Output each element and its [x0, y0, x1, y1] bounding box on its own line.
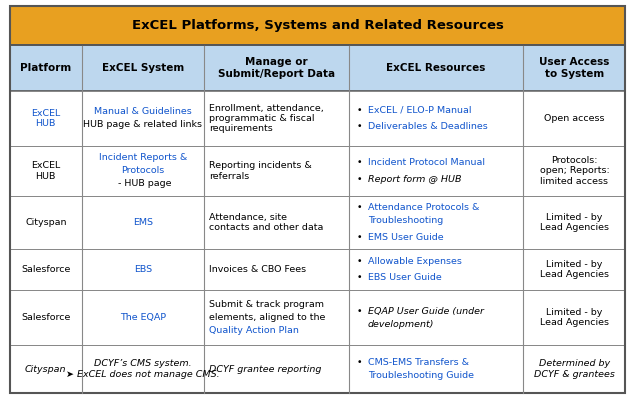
- Text: Limited - by
Lead Agencies: Limited - by Lead Agencies: [540, 213, 609, 232]
- FancyBboxPatch shape: [10, 290, 625, 345]
- Text: •: •: [356, 122, 362, 131]
- Text: •: •: [356, 203, 362, 212]
- Text: ExCEL / ELO-P Manual: ExCEL / ELO-P Manual: [368, 106, 471, 115]
- Text: - HUB page: - HUB page: [115, 180, 171, 188]
- Text: EMS User Guide: EMS User Guide: [368, 233, 443, 242]
- Text: Attendance Protocols &: Attendance Protocols &: [368, 203, 479, 212]
- Text: •: •: [356, 175, 362, 184]
- Text: DCYF grantee reporting: DCYF grantee reporting: [209, 365, 321, 373]
- FancyBboxPatch shape: [10, 196, 625, 249]
- Text: Open access: Open access: [544, 114, 605, 123]
- Text: ExCEL
HUB: ExCEL HUB: [31, 109, 60, 128]
- Text: Cityspan: Cityspan: [25, 365, 67, 373]
- Text: Manual & Guidelines: Manual & Guidelines: [94, 107, 192, 117]
- Text: Invoices & CBO Fees: Invoices & CBO Fees: [209, 265, 306, 274]
- Text: Deliverables & Deadlines: Deliverables & Deadlines: [368, 122, 488, 131]
- FancyBboxPatch shape: [10, 6, 625, 45]
- Text: Protocols: Protocols: [121, 166, 164, 176]
- Text: ExCEL Platforms, Systems and Related Resources: ExCEL Platforms, Systems and Related Res…: [131, 19, 504, 32]
- Text: Report form @ HUB: Report form @ HUB: [368, 175, 462, 184]
- Text: Attendance, site
contacts and other data: Attendance, site contacts and other data: [209, 213, 323, 232]
- Text: Allowable Expenses: Allowable Expenses: [368, 257, 462, 266]
- Text: Cityspan: Cityspan: [25, 218, 67, 227]
- Text: •: •: [356, 158, 362, 167]
- Text: Quality Action Plan: Quality Action Plan: [209, 326, 299, 335]
- FancyBboxPatch shape: [10, 146, 625, 196]
- Text: elements, aligned to the: elements, aligned to the: [209, 313, 325, 322]
- Text: •: •: [356, 273, 362, 282]
- Text: Incident Protocol Manual: Incident Protocol Manual: [368, 158, 485, 167]
- Text: EBS User Guide: EBS User Guide: [368, 273, 441, 282]
- Text: •: •: [356, 233, 362, 242]
- Text: HUB page & related links: HUB page & related links: [83, 120, 203, 130]
- FancyBboxPatch shape: [10, 249, 625, 290]
- FancyBboxPatch shape: [10, 45, 625, 91]
- Text: EQAP User Guide (under: EQAP User Guide (under: [368, 306, 484, 316]
- Text: ExCEL
HUB: ExCEL HUB: [31, 161, 60, 181]
- Text: EBS: EBS: [134, 265, 152, 274]
- Text: Limited - by
Lead Agencies: Limited - by Lead Agencies: [540, 260, 609, 279]
- Text: Enrollment, attendance,
programmatic & fiscal
requirements: Enrollment, attendance, programmatic & f…: [209, 104, 324, 133]
- Text: Salesforce: Salesforce: [21, 313, 70, 322]
- Text: •: •: [356, 257, 362, 266]
- Text: Incident Reports &: Incident Reports &: [99, 154, 187, 162]
- Text: •: •: [356, 306, 362, 316]
- Text: •: •: [356, 106, 362, 115]
- Text: Submit & track program: Submit & track program: [209, 300, 324, 309]
- Text: development): development): [368, 320, 434, 329]
- FancyBboxPatch shape: [10, 91, 625, 146]
- Text: ExCEL System: ExCEL System: [102, 63, 184, 73]
- Text: Troubleshooting Guide: Troubleshooting Guide: [368, 371, 474, 380]
- Text: User Access
to System: User Access to System: [539, 57, 610, 79]
- Text: Platform: Platform: [20, 63, 71, 73]
- Text: ExCEL Resources: ExCEL Resources: [386, 63, 486, 73]
- Text: CMS-EMS Transfers &: CMS-EMS Transfers &: [368, 358, 469, 367]
- Text: •: •: [356, 358, 362, 367]
- Text: EMS: EMS: [133, 218, 153, 227]
- Text: Determined by
DCYF & grantees: Determined by DCYF & grantees: [534, 359, 615, 379]
- Text: DCYF’s CMS system.
➤ ExCEL does not manage CMS.: DCYF’s CMS system. ➤ ExCEL does not mana…: [66, 359, 220, 379]
- Text: Salesforce: Salesforce: [21, 265, 70, 274]
- FancyBboxPatch shape: [10, 345, 625, 393]
- Text: Limited - by
Lead Agencies: Limited - by Lead Agencies: [540, 308, 609, 327]
- Text: Reporting incidents &
referrals: Reporting incidents & referrals: [209, 161, 312, 181]
- Text: Troubleshooting: Troubleshooting: [368, 217, 443, 225]
- Text: Protocols:
open; Reports:
limited access: Protocols: open; Reports: limited access: [540, 156, 610, 186]
- Text: The EQAP: The EQAP: [120, 313, 166, 322]
- Text: Manage or
Submit/Report Data: Manage or Submit/Report Data: [218, 57, 335, 79]
